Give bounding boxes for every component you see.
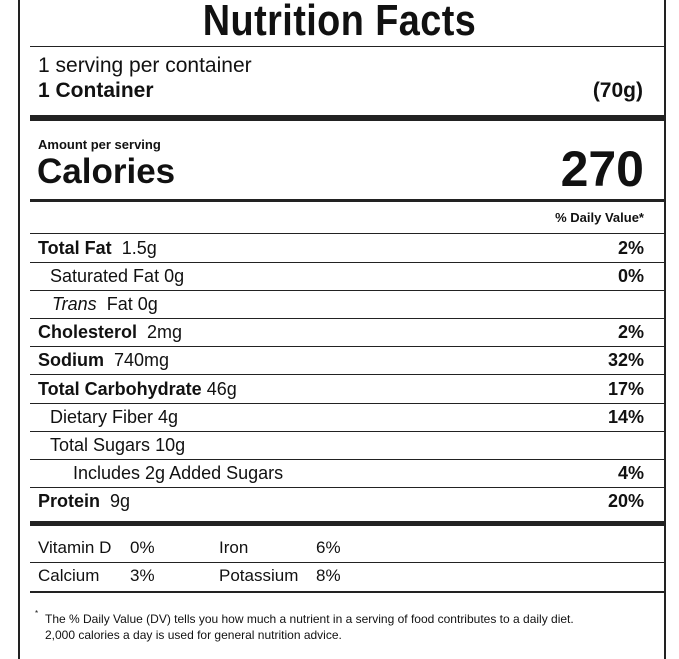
nutrient-name: Fat: [106, 294, 133, 314]
mineral-name: Calcium: [38, 566, 100, 585]
divider: [30, 431, 665, 432]
serving-size-amount: (70g): [592, 79, 643, 102]
amount-per-serving: Amount per serving: [38, 137, 161, 152]
border-right: [664, 0, 666, 659]
nutrient-name: Saturated Fat: [50, 266, 160, 286]
nutrient-row: Cholesterol 2mg 2%: [30, 320, 644, 344]
serving-size-label: 1 Container: [38, 79, 154, 102]
nutrient-name: Total Fat: [38, 238, 112, 258]
nutrient-prefix: Trans: [52, 294, 97, 314]
nutrient-dv: 0%: [617, 266, 644, 286]
nutrient-amount: 740mg: [114, 350, 170, 370]
nutrient-name: Dietary Fiber: [50, 407, 154, 427]
divider: [30, 46, 665, 47]
nutrient-row: Total Fat 1.5g 2%: [30, 236, 644, 260]
mineral-dv: 6%: [316, 538, 341, 557]
mineral-name: Potassium: [219, 566, 299, 585]
mineral-row: Calcium 3% Potassium 8%: [30, 564, 644, 588]
nutrient-dv: 2%: [617, 322, 644, 342]
nutrient-row: Protein 9g 20%: [30, 489, 644, 513]
nutrient-row: Includes 2g Added Sugars 4%: [30, 461, 644, 485]
nutrient-row: Trans Fat 0g: [30, 292, 644, 316]
nutrient-row: Total Sugars 10g: [30, 433, 644, 457]
nutrient-row: Total Carbohydrate 46g 17%: [30, 377, 644, 401]
mineral-row: Vitamin D 0% Iron 6%: [30, 536, 644, 560]
nutrient-row: Dietary Fiber 4g 14%: [30, 405, 644, 429]
daily-value-header: % Daily Value*: [555, 210, 644, 225]
mineral-dv: 3%: [130, 566, 155, 585]
nutrient-amount: 9g: [110, 491, 131, 511]
nutrient-name: Cholesterol: [38, 322, 138, 342]
mineral-name: Iron: [219, 538, 249, 557]
divider: [30, 487, 665, 488]
nutrient-name: Protein: [38, 491, 101, 511]
nutrient-dv: 2%: [617, 238, 644, 258]
calories-label: Calories: [37, 152, 176, 191]
divider-thick: [30, 521, 665, 526]
footnote-line: The % Daily Value (DV) tells you how muc…: [45, 612, 574, 626]
nutrient-name: Total Carbohydrate: [38, 379, 202, 399]
divider: [30, 318, 665, 319]
nutrient-dv: 17%: [607, 379, 644, 399]
mineral-name: Vitamin D: [38, 538, 112, 557]
nutrient-row: Sodium 740mg 32%: [30, 348, 644, 372]
nutrient-dv: 14%: [607, 407, 644, 427]
nutrient-amount: 1.5g: [121, 238, 157, 258]
nutrient-amount: 10g: [155, 435, 186, 455]
divider-thick: [30, 115, 665, 121]
nutrient-row: Saturated Fat 0g 0%: [30, 264, 644, 288]
border-left: [18, 0, 20, 659]
nutrient-amount: 0g: [137, 294, 158, 314]
nutrient-name: Includes 2g Added Sugars: [73, 463, 284, 483]
divider-medium: [30, 591, 665, 593]
servings: 1 serving per container: [38, 54, 252, 77]
divider: [30, 374, 665, 375]
nutrient-dv: 4%: [617, 463, 644, 483]
mineral-dv: 0%: [130, 538, 155, 557]
nutrient-amount: 0g: [164, 266, 185, 286]
nutrient-dv: 32%: [607, 350, 644, 370]
mineral-dv: 8%: [316, 566, 341, 585]
calories-value: 270: [560, 141, 644, 197]
footnote-line: 2,000 calories a day is used for general…: [45, 628, 342, 642]
divider: [30, 346, 665, 347]
divider: [30, 262, 665, 263]
divider: [30, 459, 665, 460]
divider: [30, 403, 665, 404]
divider-medium: [30, 199, 665, 202]
divider: [30, 290, 665, 291]
divider: [30, 233, 665, 234]
nutrient-dv: 20%: [607, 491, 644, 511]
title: Nutrition Facts: [202, 0, 477, 45]
nutrient-amount: 2mg: [147, 322, 183, 342]
nutrient-name: Total Sugars: [50, 435, 151, 455]
footnote-marker: *: [35, 609, 39, 618]
divider: [30, 562, 665, 563]
nutrient-name: Sodium: [38, 350, 104, 370]
nutrient-amount: 46g: [206, 379, 237, 399]
nutrient-amount: 4g: [158, 407, 179, 427]
